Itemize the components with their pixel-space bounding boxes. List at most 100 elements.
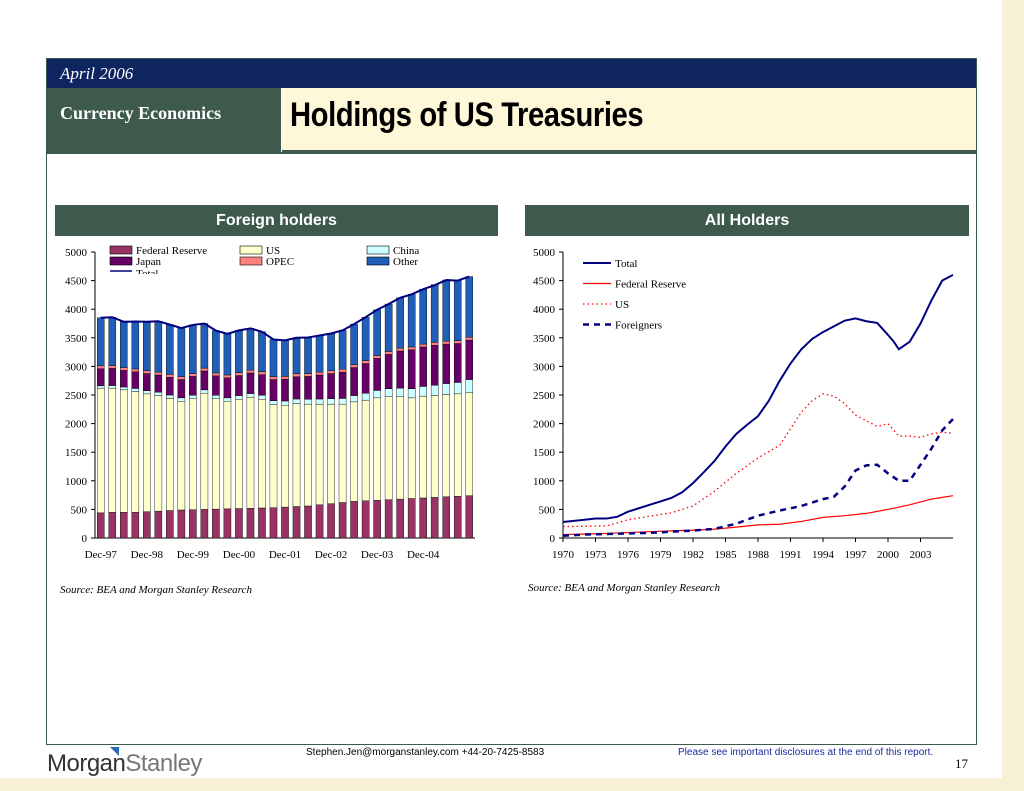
bar-china (258, 395, 266, 400)
legend-label: Total (615, 258, 637, 270)
bar-china (407, 388, 416, 399)
bar-opec (304, 373, 312, 377)
bar-china (223, 397, 232, 402)
bar-opec (281, 376, 289, 380)
title-box (282, 88, 976, 152)
bar-us (269, 404, 278, 508)
bar-opec (258, 371, 266, 375)
legend-label: US (615, 299, 629, 311)
disclosure-link[interactable]: Please see important disclosures at the … (678, 747, 934, 758)
bar-us (419, 395, 427, 499)
legend-label: US (266, 245, 280, 257)
bar-japan (361, 363, 370, 394)
bar-opec (212, 372, 220, 377)
bar-japan (442, 343, 450, 384)
bar-other (120, 321, 128, 368)
bar-opec (453, 340, 462, 344)
bar-us (246, 397, 255, 509)
bar-japan (131, 371, 140, 389)
x-tick-label: 1994 (812, 549, 835, 561)
bar-us (384, 396, 393, 500)
bar-federal-reserve (189, 509, 197, 539)
y-tick-label: 2500 (65, 390, 88, 402)
bar-federal-reserve (108, 512, 117, 539)
bar-other (108, 317, 117, 366)
left-panel-heading: Foreign holders (55, 205, 498, 236)
bar-other (177, 327, 186, 377)
bar-japan (430, 345, 439, 386)
left-source: Source: BEA and Morgan Stanley Research (60, 584, 252, 596)
bar-other (430, 284, 439, 343)
bar-federal-reserve (131, 512, 140, 539)
bar-opec (166, 374, 174, 378)
bar-opec (338, 369, 347, 373)
bar-opec (189, 373, 197, 377)
x-tick-label: Dec-03 (361, 549, 394, 561)
bar-us (200, 393, 209, 510)
y-tick-label: 3000 (65, 361, 88, 373)
bar-china (96, 385, 105, 389)
bar-us (235, 399, 243, 509)
line-federal-reserve (562, 495, 954, 536)
bar-japan (200, 370, 209, 391)
total-line (100, 275, 470, 342)
line-foreigners (562, 418, 954, 537)
bar-japan (96, 368, 105, 387)
bar-opec (223, 374, 232, 379)
x-tick-label: Dec-97 (85, 549, 118, 561)
bar-federal-reserve (154, 510, 163, 539)
bar-other (465, 276, 474, 338)
bar-china (200, 389, 209, 394)
bar-opec (96, 365, 105, 369)
bar-japan (189, 376, 197, 396)
bar-us (407, 397, 416, 499)
bar-federal-reserve (350, 501, 358, 539)
bar-china (108, 385, 117, 389)
bar-other (304, 337, 312, 374)
bar-us (373, 397, 381, 501)
bar-federal-reserve (442, 496, 450, 539)
bar-other (189, 324, 197, 374)
y-tick-label: 2000 (65, 419, 88, 431)
bar-japan (384, 354, 393, 389)
bar-us (258, 399, 266, 509)
legend-swatch (239, 245, 263, 255)
y-tick-label: 4000 (65, 304, 88, 316)
legend-swatch (109, 245, 133, 255)
section-label: Currency Economics (60, 103, 222, 123)
bar-china (315, 398, 324, 405)
bar-opec (269, 376, 278, 380)
bar-japan (269, 379, 278, 401)
bar-opec (315, 371, 324, 376)
bar-federal-reserve (212, 508, 220, 539)
bar-other (315, 335, 324, 373)
bar-other (154, 321, 163, 373)
bar-japan (166, 377, 174, 396)
bar-other (373, 309, 381, 356)
bar-japan (407, 349, 416, 389)
bar-federal-reserve (200, 509, 209, 539)
bar-federal-reserve (465, 495, 474, 539)
bar-japan (120, 370, 128, 388)
legend-label: China (393, 245, 419, 257)
bar-us (430, 395, 439, 498)
all-holders-chart: 0 500 1000 1500 2000 2500 3000 3500 4000 4500 5000… (533, 247, 954, 561)
bar-us (350, 401, 358, 502)
bar-us (166, 398, 174, 511)
x-tick-label: 1988 (747, 549, 770, 561)
x-tick-label: Dec-01 (269, 549, 301, 561)
morgan-stanley-logo: MorganStanley (47, 750, 202, 778)
bar-opec (177, 376, 186, 380)
bar-opec (154, 371, 163, 376)
bar-opec (373, 355, 381, 359)
bar-japan (177, 379, 186, 399)
bar-federal-reserve (292, 506, 301, 539)
bar-japan (235, 375, 243, 396)
y-tick-label: 2000 (533, 419, 556, 431)
bar-other (131, 321, 140, 370)
bar-other (338, 330, 347, 370)
bar-us (396, 396, 404, 500)
bar-other (281, 340, 289, 377)
x-tick-label: Dec-98 (131, 549, 164, 561)
bar-japan (281, 379, 289, 402)
